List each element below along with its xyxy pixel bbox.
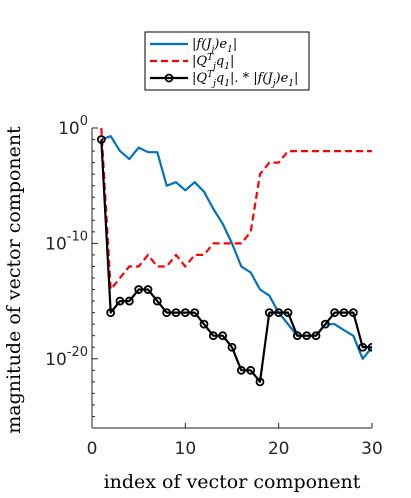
legend-label-part: j <box>271 79 276 89</box>
data-point-3-23 <box>302 331 312 341</box>
plot-background <box>92 128 372 428</box>
series-layer <box>96 128 372 387</box>
legend-label-part: Q <box>196 54 207 69</box>
legend-label-1: |f(Jj)e1| <box>192 37 237 55</box>
plot-area <box>92 128 372 428</box>
data-point-3-30 <box>367 342 372 352</box>
legend-label-3: |QTjq1|. * |f(Jj)e1| <box>192 70 298 89</box>
x-tick-label: 20 <box>268 439 290 459</box>
series-line-2 <box>100 128 372 291</box>
legend-label-part: 1 <box>288 79 294 89</box>
data-point-3-9 <box>171 308 181 318</box>
y-tick-label-base: 10 <box>45 350 67 370</box>
legend-label-part: | <box>192 37 196 52</box>
data-point-3-4 <box>124 296 134 306</box>
legend-label-part: f <box>257 71 265 86</box>
data-point-3-12 <box>199 319 209 329</box>
legend-label-part: T <box>207 70 214 80</box>
legend-label-part: |. * | <box>230 71 258 86</box>
legend-label-part: e <box>281 71 289 86</box>
y-tick-label-exponent: 0 <box>80 114 88 129</box>
y-tick-label: 10-20 <box>45 345 88 370</box>
y-tick-label: 100 <box>58 114 88 139</box>
data-point-3-8 <box>162 308 172 318</box>
legend-label-part: J <box>203 37 212 52</box>
y-tick-label-exponent: -20 <box>67 345 88 360</box>
data-point-3-3 <box>115 296 125 306</box>
data-point-3-17 <box>246 365 256 375</box>
data-point-3-15 <box>227 342 237 352</box>
data-point-3-14 <box>218 331 228 341</box>
data-point-3-10 <box>180 308 190 318</box>
legend-label-part: q <box>216 54 224 69</box>
data-point-3-11 <box>190 308 200 318</box>
legend-label-part: ( <box>262 71 268 86</box>
legend-label-part: 1 <box>224 79 230 89</box>
data-point-3-20 <box>274 308 284 318</box>
legend-label-part: ) <box>213 37 219 52</box>
data-point-3-24 <box>311 331 321 341</box>
legend-label-part: 1 <box>227 45 233 55</box>
data-point-3-21 <box>283 308 293 318</box>
data-point-3-16 <box>236 365 246 375</box>
legend-label-part: j <box>210 45 215 55</box>
data-point-3-2 <box>106 308 116 318</box>
x-tick-label: 30 <box>361 439 383 459</box>
legend-label-2: |QTjq1| <box>192 53 234 72</box>
data-point-3-25 <box>320 319 330 329</box>
data-point-3-28 <box>348 308 358 318</box>
legend-label-part: j <box>211 62 216 72</box>
data-point-3-19 <box>264 308 274 318</box>
y-tick-label: 10-10 <box>45 229 88 254</box>
data-point-3-27 <box>339 308 349 318</box>
data-point-3-22 <box>292 331 302 341</box>
x-tick-label: 10 <box>175 439 197 459</box>
y-tick-label-exponent: -10 <box>67 229 88 244</box>
y-axis-title: magnitude of vector component <box>3 126 25 434</box>
x-axis-title: index of vector component <box>104 471 361 493</box>
legend-marker-3 <box>164 73 174 83</box>
legend-label-part: ) <box>275 71 281 86</box>
legend-label-part: | <box>233 37 237 52</box>
data-point-3-6 <box>143 285 153 294</box>
legend-label-part: j <box>211 79 216 89</box>
legend-label-part: e <box>219 37 227 52</box>
legend: |f(Jj)e1||QTjq1||QTjq1|. * |f(Jj)e1| <box>144 31 310 91</box>
data-point-3-7 <box>152 296 162 306</box>
data-point-3-26 <box>330 308 340 318</box>
y-tick-label-base: 10 <box>58 119 80 139</box>
x-tick-label: 0 <box>87 439 98 459</box>
legend-label-part: J <box>265 71 274 86</box>
data-point-3-13 <box>208 331 218 341</box>
legend-label-part: | <box>192 54 196 69</box>
legend-label-part: | <box>192 71 196 86</box>
legend-label-part: ( <box>201 37 207 52</box>
data-point-3-1 <box>96 135 106 144</box>
data-point-3-5 <box>134 285 144 294</box>
legend-label-part: f <box>195 37 203 52</box>
legend-label-part: Q <box>196 71 207 86</box>
data-point-3-18 <box>255 377 265 387</box>
legend-label-part: | <box>230 54 234 69</box>
legend-label-part: 1 <box>224 62 230 72</box>
legend-label-part: T <box>207 53 214 63</box>
data-point-3-29 <box>358 342 368 352</box>
legend-label-part: | <box>294 71 298 86</box>
y-tick-label-base: 10 <box>45 234 67 254</box>
series-line-1 <box>100 135 372 360</box>
legend-label-part: q <box>216 71 224 86</box>
series-line-3 <box>100 139 372 383</box>
